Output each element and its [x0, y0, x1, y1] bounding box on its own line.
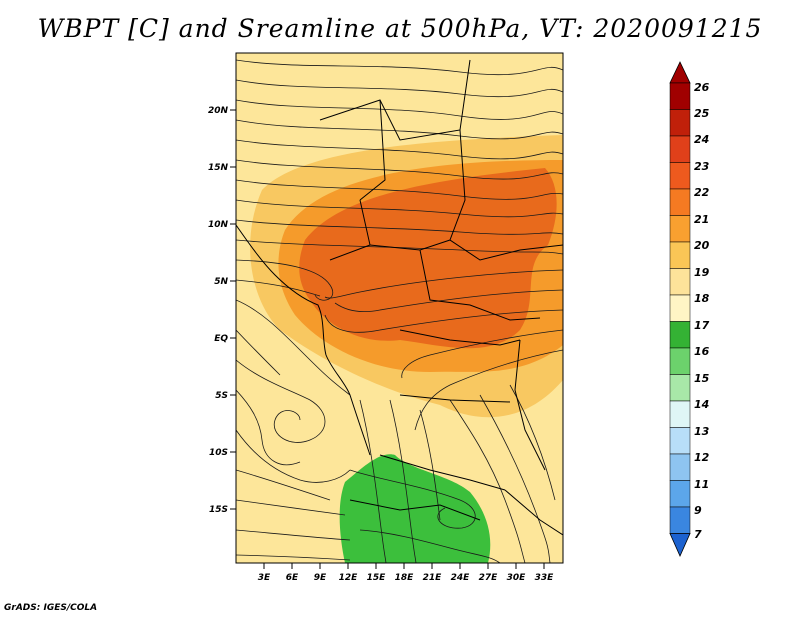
map-frame [235, 52, 564, 564]
colorbar-swatch [669, 241, 691, 269]
lat-label: 5N [214, 277, 228, 287]
colorbar-label: 24 [694, 133, 709, 146]
colorbar-swatch [669, 506, 691, 534]
credit-text: GrADS: IGES/COLA [4, 603, 98, 613]
colorbar: 26 25 24 23 22 21 20 19 18 17 16 15 14 1… [669, 61, 710, 557]
colorbar-swatch [669, 109, 691, 137]
colorbar-top-arrow [669, 61, 691, 84]
lon-label: 3E [258, 573, 271, 583]
boundaries [236, 59, 563, 536]
colorbar-label: 13 [694, 425, 710, 438]
map-panel [236, 53, 563, 563]
lat-label: 20N [208, 106, 229, 116]
lon-label: 24E [451, 573, 471, 583]
colorbar-label: 9 [694, 504, 702, 517]
lon-label: 18E [395, 573, 415, 583]
colorbar-swatch [669, 294, 691, 322]
lat-label: 15N [208, 163, 229, 173]
lat-label: 15S [209, 505, 228, 515]
lon-label: 6E [286, 573, 299, 583]
colorbar-swatch [669, 480, 691, 508]
lat-label: 5S [215, 391, 228, 401]
colorbar-label: 12 [694, 451, 710, 464]
colorbar-label: 11 [694, 478, 709, 491]
colorbar-swatch [669, 427, 691, 455]
colorbar-swatch [669, 188, 691, 216]
colorbar-swatch [669, 135, 691, 163]
colorbar-swatch [669, 400, 691, 428]
chart-title: WBPT [C] and Sreamline at 500hPa, VT: 20… [37, 14, 763, 43]
colorbar-swatch [669, 162, 691, 190]
streamlines [236, 59, 563, 563]
colorbar-label: 23 [694, 160, 710, 173]
colorbar-swatch [669, 374, 691, 402]
lat-label: 10N [208, 220, 229, 230]
lon-axis: 3E 6E 9E 12E 15E 18E 21E 24E 27E 30E 33E [258, 563, 554, 583]
lon-label: 27E [479, 573, 499, 583]
colorbar-swatch [669, 215, 691, 243]
lon-label: 30E [507, 573, 527, 583]
colorbar-label: 20 [694, 239, 710, 252]
colorbar-label: 14 [694, 398, 709, 411]
colorbar-label: 15 [694, 372, 710, 385]
lon-label: 33E [535, 573, 555, 583]
colorbar-swatch [669, 268, 691, 296]
colorbar-swatch [669, 453, 691, 481]
lon-label: 9E [314, 573, 327, 583]
lat-label: EQ [214, 334, 228, 344]
colorbar-label: 25 [694, 107, 710, 120]
lat-axis: 20N 15N 10N 5N EQ 5S 10S 15S [208, 106, 236, 515]
colorbar-label: 22 [694, 186, 710, 199]
lat-label: 10S [209, 448, 228, 458]
colorbar-label: 18 [694, 292, 710, 305]
lon-label: 21E [423, 573, 443, 583]
colorbar-bottom-arrow [669, 533, 691, 557]
lon-label: 12E [339, 573, 359, 583]
region-warm-core-22-24 [299, 168, 557, 349]
colorbar-swatch [669, 82, 691, 110]
colorbar-label: 26 [694, 81, 710, 94]
colorbar-label: 21 [694, 213, 709, 226]
colorbar-swatch [669, 347, 691, 375]
colorbar-label: 19 [694, 266, 710, 279]
colorbar-label: 16 [694, 345, 710, 358]
colorbar-label: 7 [694, 528, 702, 541]
lon-label: 15E [367, 573, 387, 583]
colorbar-swatch [669, 321, 691, 349]
colorbar-label: 17 [694, 319, 710, 332]
